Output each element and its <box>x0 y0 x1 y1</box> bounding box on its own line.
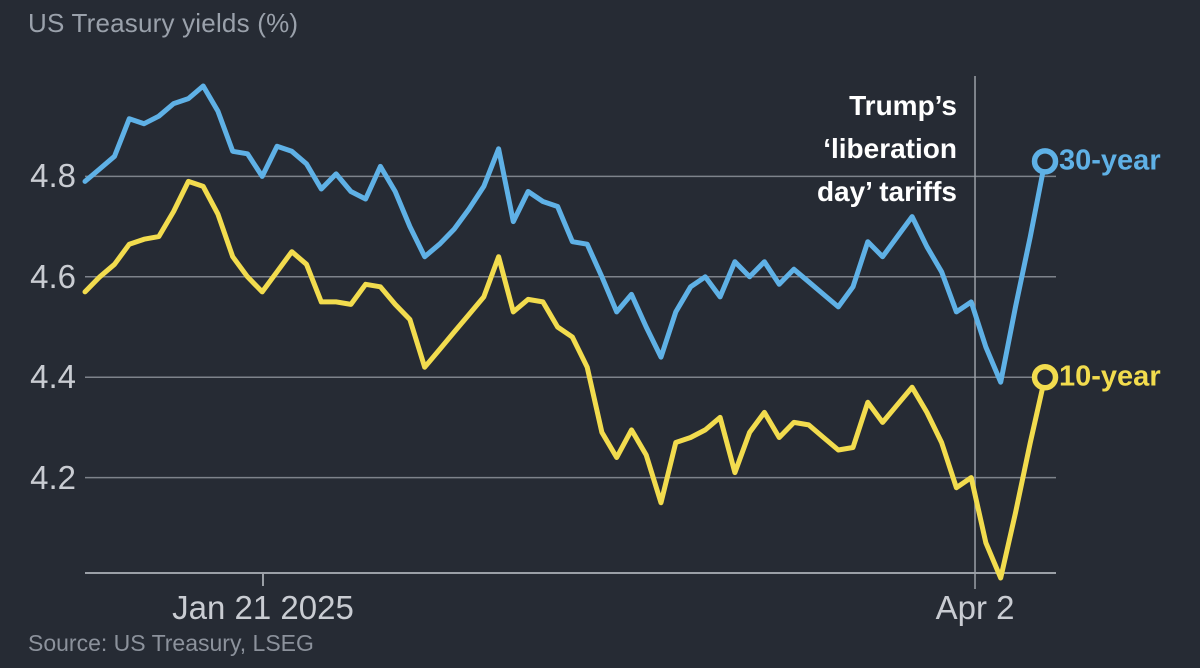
endpoint-marker-30-year <box>1031 148 1059 175</box>
annotation-line: Trump’s <box>849 90 957 121</box>
x-axis-label-jan-21: Jan 21 2025 <box>172 589 354 626</box>
series-label-10-year: 10-year <box>1059 360 1161 393</box>
y-axis-label: 4.6 <box>30 257 76 295</box>
line-10-year <box>82 178 1048 581</box>
x-axis-label-apr-2: Apr 2 <box>935 589 1015 626</box>
y-axis-label: 4.8 <box>30 157 76 195</box>
y-axis-label: 4.2 <box>30 458 76 496</box>
annotation-line: day’ tariffs <box>816 176 957 207</box>
endpoint-marker-10-year <box>1031 363 1059 391</box>
y-axis-label: 4.4 <box>30 358 76 396</box>
source-note: Source: US Treasury, LSEG <box>28 630 314 656</box>
annotation-liberation-day-tariffs: Trump’s ‘liberation day’ tariffs <box>817 84 957 213</box>
chart-title: US Treasury yields (%) <box>28 8 299 38</box>
line-30-year <box>82 83 1048 385</box>
annotation-line: ‘liberation <box>823 133 957 164</box>
series-label-30-year: 30-year <box>1059 144 1161 177</box>
